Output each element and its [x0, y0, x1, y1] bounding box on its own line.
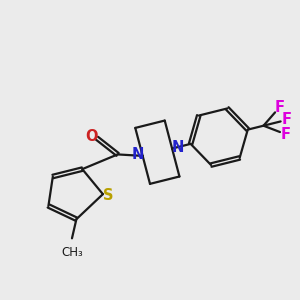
Text: N: N	[131, 147, 143, 162]
Text: F: F	[281, 127, 291, 142]
Text: O: O	[85, 129, 98, 144]
Text: F: F	[282, 112, 292, 128]
Text: S: S	[103, 188, 113, 203]
Text: CH₃: CH₃	[61, 246, 83, 259]
Text: F: F	[274, 100, 284, 115]
Text: N: N	[171, 140, 184, 154]
